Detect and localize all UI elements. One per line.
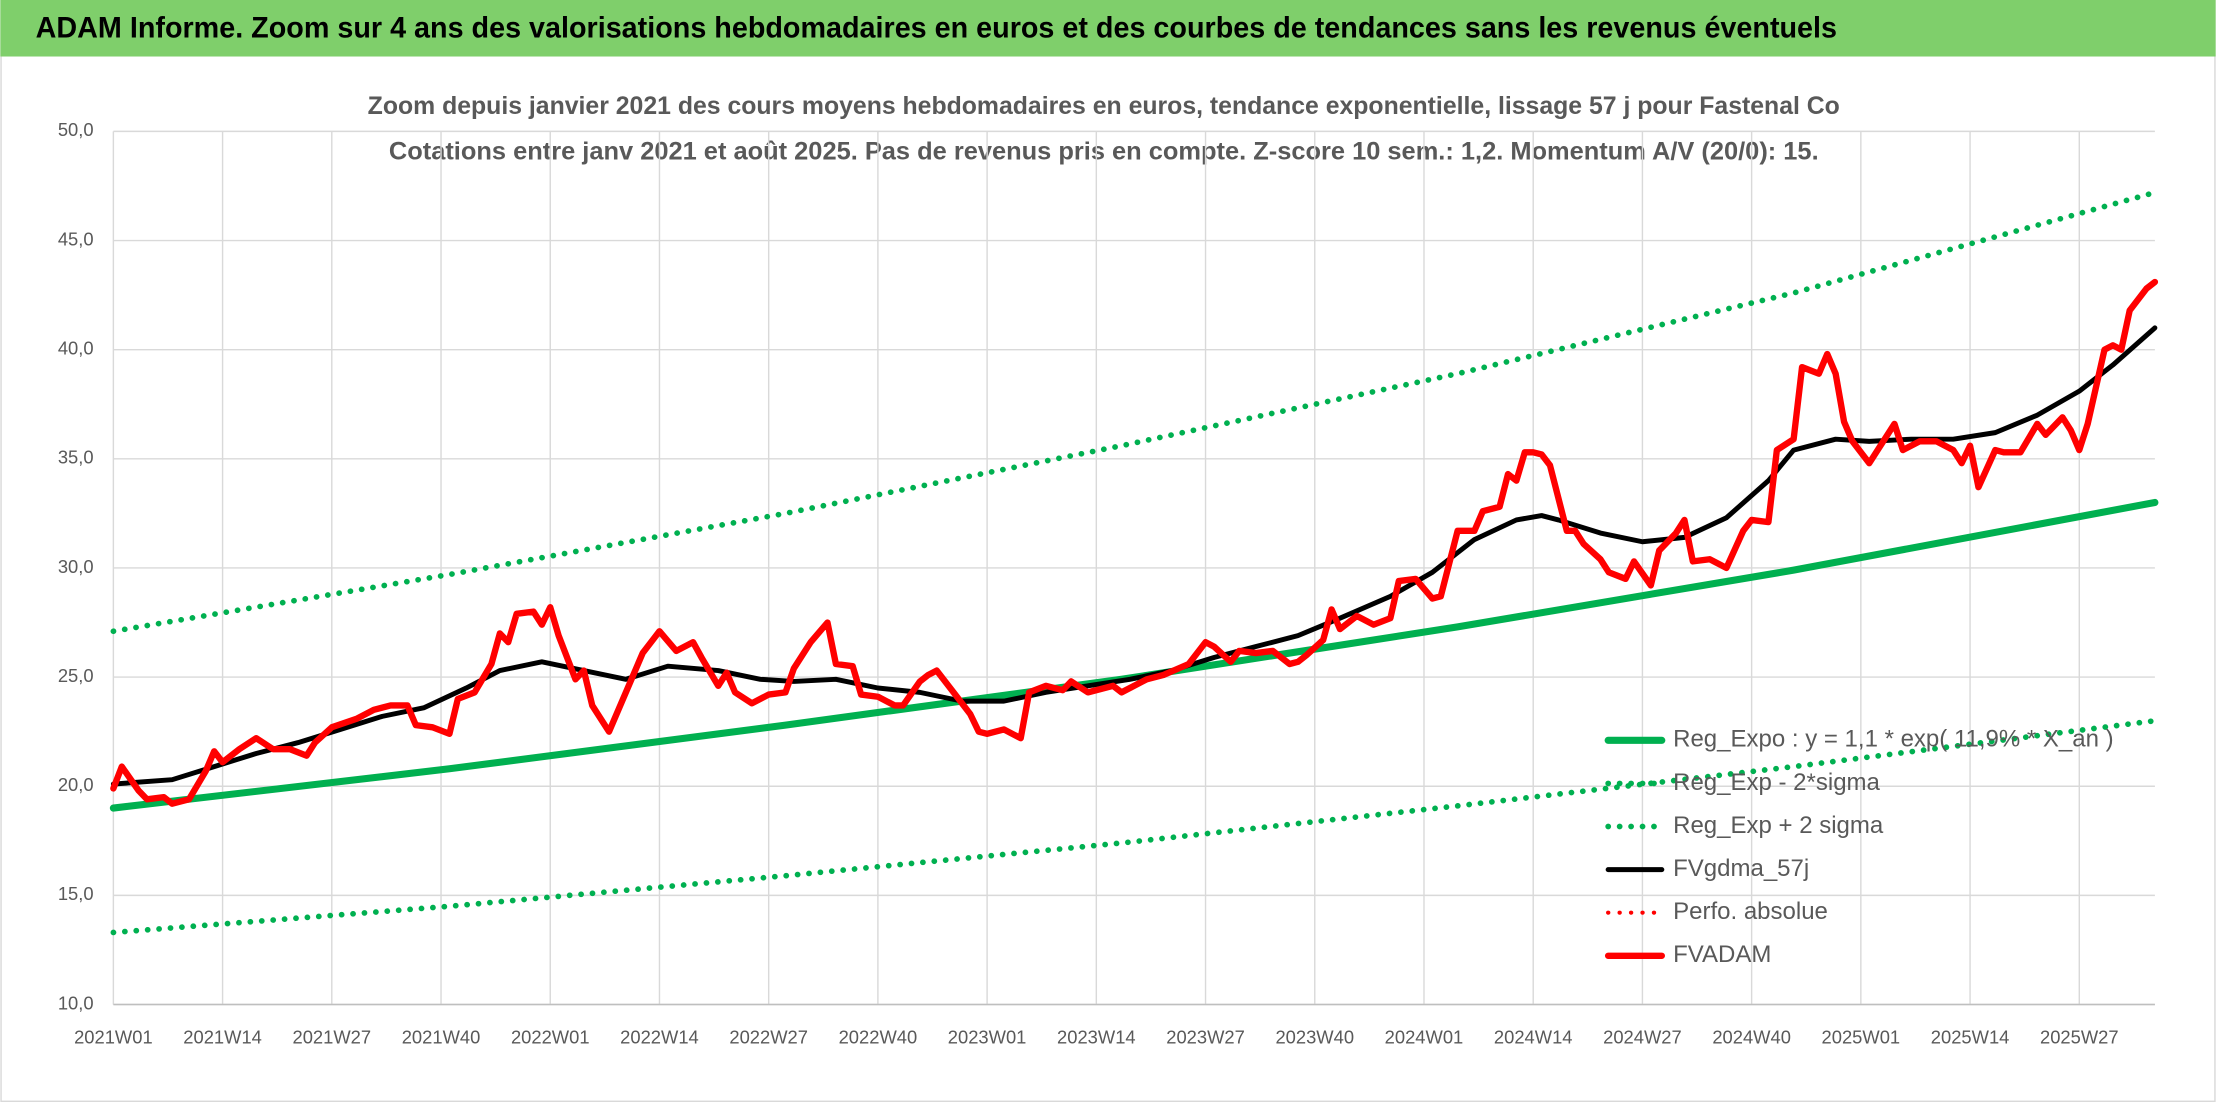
x-tick-label: 2023W01 (948, 1026, 1027, 1047)
series-line (110, 278, 2159, 807)
y-tick-label: 15,0 (58, 883, 94, 904)
y-tick-label: 20,0 (58, 774, 94, 795)
legend-label: Reg_Exp + 2 sigma (1673, 812, 1884, 839)
x-tick-label: 2023W14 (1057, 1026, 1136, 1047)
banner (0, 0, 2216, 57)
x-tick-label: 2021W01 (74, 1026, 153, 1047)
x-tick-label: 2024W27 (1603, 1026, 1682, 1047)
plot-lines (109, 189, 2159, 936)
grid: 10,0 15,0 20,0 25,0 30,0 35,0 40,0 45,0 50,0 2021… (58, 119, 2155, 1047)
x-tick-label: 2022W01 (511, 1026, 590, 1047)
x-tick-label: 2021W40 (402, 1026, 481, 1047)
y-tick-label: 35,0 (58, 447, 94, 468)
x-tick-label: 2023W27 (1166, 1026, 1245, 1047)
y-tick-label: 25,0 (58, 665, 94, 686)
x-tick-label: 2021W14 (183, 1026, 262, 1047)
x-tick-label: 2024W40 (1712, 1026, 1791, 1047)
y-tick-label: 30,0 (58, 556, 94, 577)
legend: Reg_Expo : y = 1,1 * exp( 11,9% * X_an )… (1604, 726, 2114, 968)
legend-label: Reg_Expo : y = 1,1 * exp( 11,9% * X_an ) (1673, 726, 2113, 753)
y-tick-label: 10,0 (58, 992, 94, 1013)
x-tick-label: 2024W14 (1494, 1026, 1573, 1047)
x-tick-label: 2025W27 (2040, 1026, 2119, 1047)
y-tick-label: 45,0 (58, 228, 94, 249)
x-tick-label: 2024W01 (1385, 1026, 1464, 1047)
x-tick-label: 2021W27 (293, 1026, 372, 1047)
x-tick-label: 2025W14 (1931, 1026, 2010, 1047)
banner-title: ADAM Informe. Zoom sur 4 ans des valoris… (36, 11, 1837, 44)
chart-title: Zoom depuis janvier 2021 des cours moyen… (368, 92, 1840, 120)
y-tick-label: 50,0 (58, 119, 94, 140)
x-tick-label: 2025W01 (1822, 1026, 1901, 1047)
legend-label: FVADAM (1673, 941, 1771, 968)
legend-label: FVgdma_57j (1673, 855, 1809, 882)
legend-label: Perfo. absolue (1673, 898, 1828, 925)
x-tick-label: 2023W40 (1275, 1026, 1354, 1047)
series-line (110, 189, 2158, 635)
y-tick-label: 40,0 (58, 338, 94, 359)
x-tick-label: 2022W14 (620, 1026, 699, 1047)
x-tick-label: 2022W27 (729, 1026, 808, 1047)
chart-subtitle: Cotations entre janv 2021 et août 2025. … (389, 137, 1819, 165)
legend-label: Reg_Exp - 2*sigma (1673, 769, 1880, 796)
x-tick-label: 2022W40 (839, 1026, 918, 1047)
